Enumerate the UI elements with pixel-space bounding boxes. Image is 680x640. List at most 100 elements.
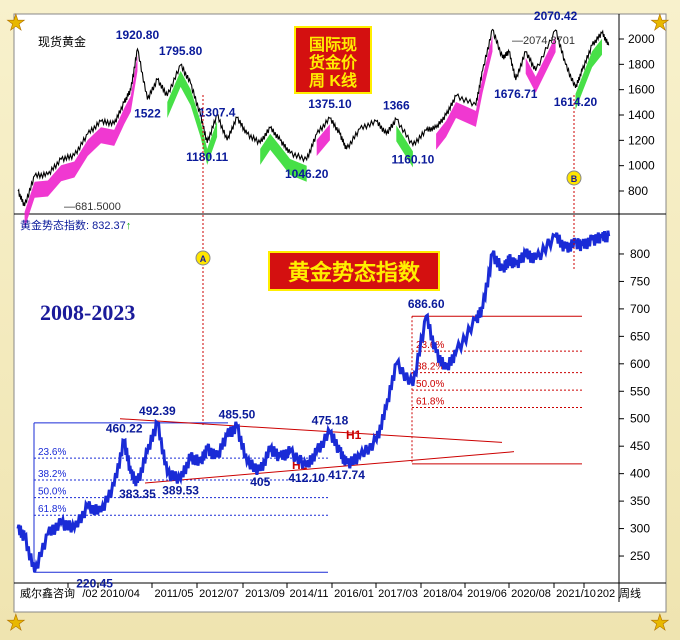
trend-band-3 (316, 124, 330, 156)
index-tick-label-350: 350 (630, 494, 650, 508)
index-tick-label-550: 550 (630, 384, 650, 398)
fib-left-label-0: 23.6% (38, 447, 66, 458)
index-tick-label-300: 300 (630, 522, 650, 536)
price-annotations: 1920.80 1795.80 1522 1307.4 1180.11 1375.10 10… (116, 9, 598, 181)
star-icon-bottom-right: ★ (650, 610, 670, 635)
x-tick-label-6: 2016/01 (334, 588, 374, 600)
price-annotation-1614.20: 1614.20 (554, 95, 598, 109)
index-annotation-220.45: 220.45 (76, 576, 113, 590)
price-annotation-1795.80: 1795.80 (159, 44, 203, 58)
index-annotation-405: 405 (250, 475, 270, 489)
trend-band-4 (396, 125, 413, 168)
x-tick-label-7: 2017/03 (378, 588, 418, 600)
index-tick-label-750: 750 (630, 274, 650, 288)
index-annotation-475.18: 475.18 (312, 413, 349, 427)
price-panel: 现货黄金 2000 1800 1600 1400 1200 1000 800 1920.80… (17, 9, 655, 228)
x-tick-label-5: 2014/11 (290, 588, 329, 600)
price-panel-label: 现货黄金 (38, 34, 86, 49)
index-annotation-485.50: 485.50 (219, 408, 256, 422)
x-tick-label-2: 2011/05 (155, 588, 194, 600)
svg-text:B: B (571, 174, 578, 184)
index-annotation-389.53: 389.53 (162, 483, 199, 497)
low-note: —681.5000 (64, 201, 121, 213)
index-panel: 黄金势态指数: 832.37↑ 800 750 700 650 600 550 500 450… (16, 218, 650, 590)
price-annotation-2070.42: 2070.42 (534, 9, 578, 23)
index-tick-label-450: 450 (630, 439, 650, 453)
index-tick-label-500: 500 (630, 412, 650, 426)
source-label: 威尔鑫咨询 (20, 586, 75, 600)
x-tick-label-3: 2012/07 (199, 588, 239, 600)
fib-right-label-1: 38.2% (416, 362, 444, 373)
price-tick-label-1600: 1600 (628, 83, 655, 97)
period-label: 2008-2023 (40, 300, 135, 325)
price-badge-line1: 国际现 (309, 36, 357, 54)
x-tick-label-1: 2010/04 (100, 588, 140, 600)
x-tick-label-10: 2020/08 (511, 588, 551, 600)
price-tick-label-800: 800 (628, 184, 648, 198)
price-annotation-1307.4: 1307.4 (199, 106, 236, 120)
fib-left-label-2: 50.0% (38, 487, 66, 498)
fib-right-label-3: 61.8% (416, 397, 444, 408)
marker-b: B (566, 170, 582, 186)
price-badge-line3: 周 K线 (309, 71, 357, 90)
h1-label: H1 (346, 428, 362, 442)
marker-a: A (195, 250, 211, 266)
fib-left-label-1: 38.2% (38, 469, 66, 480)
fib-right-label-0: 23.6% (416, 340, 444, 351)
price-annotation-1522: 1522 (134, 107, 161, 121)
index-tick-label-250: 250 (630, 549, 650, 563)
trend-bands (24, 35, 602, 228)
price-badge-line2: 货金价 (309, 53, 358, 72)
trend-band-7 (575, 38, 602, 110)
index-tick-label-800: 800 (630, 247, 650, 261)
index-y-axis: 800 750 700 650 600 550 500 450 400 350 300 250 (619, 247, 650, 563)
price-tick-label-1400: 1400 (628, 108, 655, 122)
index-annotation-460.22: 460.22 (106, 422, 143, 436)
trend-band-1 (167, 70, 218, 165)
index-header: 黄金势态指数: 832.37↑ (20, 218, 131, 232)
x-tick-label-12: 202 (597, 588, 615, 600)
x-tick-label-9: 2019/06 (467, 588, 507, 600)
index-tick-label-650: 650 (630, 329, 650, 343)
price-annotation-1375.10: 1375.10 (308, 97, 352, 111)
price-annotation-1676.71: 1676.71 (494, 87, 538, 101)
price-tick-label-1200: 1200 (628, 133, 655, 147)
high-note: —2074.8701 (512, 35, 575, 47)
index-annotations: 220.45 460.22 383.35 492.39 389.53 485.50 405 4… (76, 297, 445, 590)
index-title-text: 黄金势态指数 (288, 260, 421, 285)
trend-band-5 (436, 35, 493, 150)
index-tick-label-400: 400 (630, 467, 650, 481)
index-annotation-686.60: 686.60 (408, 297, 445, 311)
price-annotation-1366: 1366 (383, 98, 410, 112)
trend-band-6 (525, 36, 556, 93)
price-annotation-1920.80: 1920.80 (116, 28, 160, 42)
price-y-axis: 2000 1800 1600 1400 1200 1000 800 (619, 32, 655, 198)
price-annotation-1046.20: 1046.20 (285, 167, 329, 181)
x-tick-label-13: 周线 (619, 586, 641, 600)
price-tick-label-1800: 1800 (628, 57, 655, 71)
trend-band-2 (260, 133, 307, 182)
index-title-badge: 黄金势态指数 (268, 251, 440, 291)
price-annotation-1160.10: 1160.10 (392, 152, 435, 166)
star-icon-bottom-left: ★ (6, 610, 26, 635)
star-icon-top-right: ★ (650, 10, 670, 35)
price-tick-label-2000: 2000 (628, 32, 655, 46)
fib-left-label-3: 61.8% (38, 504, 66, 515)
index-tick-label-600: 600 (630, 357, 650, 371)
x-tick-label-0: /02 (82, 588, 97, 600)
price-series (17, 28, 610, 207)
x-tick-label-8: 2018/04 (423, 588, 463, 600)
price-tick-label-1000: 1000 (628, 159, 655, 173)
h2-line (144, 451, 515, 484)
index-annotation-417.74: 417.74 (328, 468, 365, 482)
index-line (16, 230, 611, 573)
svg-text:A: A (200, 254, 207, 264)
index-series (16, 230, 611, 573)
x-tick-label-4: 2013/09 (245, 588, 285, 600)
index-annotation-383.35: 383.35 (119, 487, 156, 501)
trend-band-0 (24, 55, 138, 228)
index-tick-label-700: 700 (630, 302, 650, 316)
x-tick-label-11: 2021/10 (556, 588, 596, 600)
index-annotation-492.39: 492.39 (139, 404, 176, 418)
